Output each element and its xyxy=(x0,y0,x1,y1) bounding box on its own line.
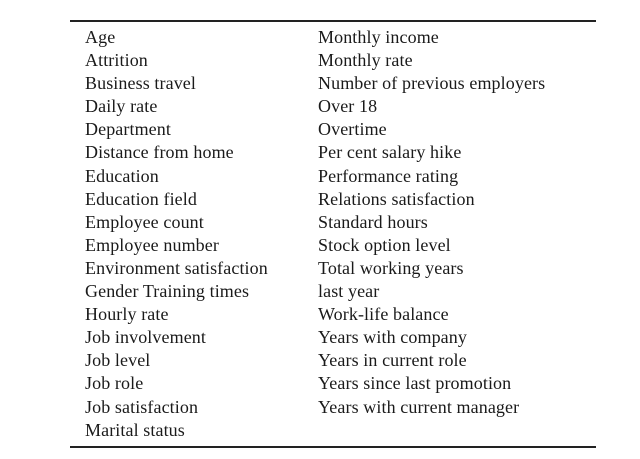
list-item: Over 18 xyxy=(318,96,378,117)
list-item: Environment satisfaction xyxy=(85,257,268,278)
list-item: Distance from home xyxy=(85,142,234,163)
list-item: Overtime xyxy=(318,119,387,140)
list-item: Years since last promotion xyxy=(318,373,512,394)
list-item: Business travel xyxy=(85,73,196,94)
list-item: Number of previous employers xyxy=(318,73,546,94)
list-item: Education field xyxy=(85,188,197,209)
list-item: Department xyxy=(85,119,171,140)
list-item: Years with company xyxy=(318,327,467,348)
list-item: Relations satisfaction xyxy=(318,188,475,209)
list-item: Daily rate xyxy=(85,96,158,117)
list-item: Hourly rate xyxy=(85,304,169,325)
list-item: Total working years xyxy=(318,257,464,278)
list-item: Monthly rate xyxy=(318,50,413,71)
list-item: Marital status xyxy=(85,419,185,440)
list-item: Per cent salary hike xyxy=(318,142,462,163)
table-top-rule xyxy=(70,20,596,22)
list-item: Stock option level xyxy=(318,234,451,255)
list-item: Attrition xyxy=(85,50,148,71)
list-item: Age xyxy=(85,27,116,47)
list-item: Job satisfaction xyxy=(85,396,199,417)
list-item: Education xyxy=(85,165,159,186)
list-item: Monthly income xyxy=(318,27,439,47)
list-item: Job level xyxy=(85,350,151,371)
list-item: Job involvement xyxy=(85,327,206,348)
list-item: last year xyxy=(318,281,380,302)
list-item: Performance rating xyxy=(318,165,459,186)
right-column: Monthly income Monthly rate Number of pr… xyxy=(318,26,593,419)
left-column: Age Attrition Business travel Daily rate… xyxy=(85,26,310,442)
list-item: Employee count xyxy=(85,211,204,232)
list-item: Work-life balance xyxy=(318,304,449,325)
list-item: Employee number xyxy=(85,234,219,255)
list-item: Years with current manager xyxy=(318,396,520,417)
list-item: Gender Training times xyxy=(85,281,250,302)
table-bottom-rule xyxy=(70,446,596,448)
list-item: Standard hours xyxy=(318,211,428,232)
list-item: Job role xyxy=(85,373,144,394)
list-item: Years in current role xyxy=(318,350,467,371)
